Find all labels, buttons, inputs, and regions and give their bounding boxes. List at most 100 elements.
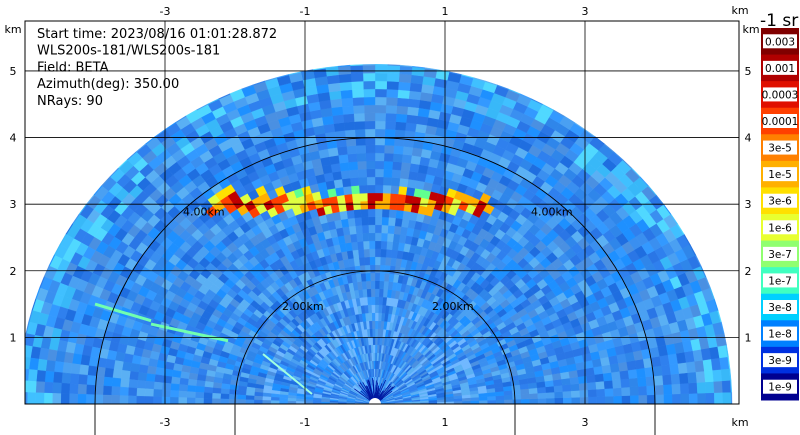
- heatmap-cell: [537, 398, 547, 404]
- heatmap-cell: [588, 396, 598, 404]
- beta-heatmap: [25, 64, 733, 404]
- heatmap-cell: [365, 144, 376, 154]
- colorbar-label-bg: [763, 326, 797, 341]
- heatmap-cell: [386, 72, 400, 82]
- heatmap-cell: [404, 194, 414, 205]
- heatmap-cell: [366, 176, 376, 186]
- heatmap-cell: [374, 208, 383, 218]
- heatmap-cell: [348, 161, 359, 171]
- heatmap-cell: [52, 382, 62, 394]
- heatmap-cell: [287, 400, 297, 404]
- heatmap-cell: [245, 395, 255, 401]
- heatmap-cell: [374, 128, 386, 138]
- heatmap-cell: [367, 200, 376, 210]
- heatmap-cell: [262, 400, 272, 404]
- heatmap-cell: [407, 98, 421, 109]
- heatmap-cell: [367, 192, 376, 202]
- heatmap-cell: [178, 397, 188, 404]
- heatmap-cell: [374, 304, 379, 314]
- heatmap-cell: [343, 193, 353, 204]
- heatmap-cell: [345, 201, 354, 211]
- heatmap-cell: [370, 280, 376, 289]
- heatmap-cell: [278, 397, 288, 402]
- heatmap-cell: [384, 120, 397, 130]
- colorbar: 0.003 0.001 0.0003 0.0001 3e-5 1e-5 3e-6 1e-6 3e…: [760, 11, 799, 401]
- heatmap-cell: [629, 386, 639, 396]
- heatmap-cell: [546, 397, 556, 404]
- heatmap-cell: [378, 280, 385, 290]
- heatmap-cell: [613, 395, 623, 404]
- heatmap-cell: [343, 121, 356, 131]
- range-ring-label: 2.00km: [282, 300, 324, 313]
- heatmap-cell: [627, 368, 638, 379]
- colorbar-label-bg: [763, 114, 797, 128]
- heatmap-cell: [380, 232, 388, 242]
- heatmap-cell: [400, 161, 411, 172]
- colorbar-label-bg: [763, 273, 797, 288]
- heatmap-cell: [537, 392, 547, 399]
- heatmap-cell: [405, 114, 418, 124]
- heatmap-cell: [103, 367, 114, 379]
- heatmap-cell: [364, 112, 376, 122]
- heatmap-cell: [577, 375, 588, 384]
- info-line: Start time: 2023/08/16 01:01:28.872: [37, 27, 277, 42]
- heatmap-cell: [333, 178, 344, 189]
- heatmap-cell: [374, 88, 387, 98]
- heatmap-cell: [353, 120, 366, 130]
- heatmap-cell: [386, 88, 399, 98]
- heatmap-cell: [26, 392, 36, 404]
- grid: [25, 21, 739, 404]
- heatmap-cell: [366, 168, 376, 178]
- heatmap-cell: [404, 122, 417, 132]
- heatmap-cell: [334, 130, 346, 140]
- heatmap-cell: [383, 160, 394, 170]
- heatmap-cell: [638, 385, 648, 396]
- heatmap-cell: [385, 248, 393, 258]
- heatmap-cell: [402, 210, 411, 220]
- heatmap-cell: [409, 82, 423, 93]
- colorbar-label: 3e-6: [768, 196, 792, 208]
- heatmap-cell: [342, 113, 355, 123]
- heatmap-cell: [349, 64, 364, 75]
- heatmap-cell: [398, 73, 412, 83]
- heatmap-cell: [362, 232, 370, 242]
- heatmap-cell: [374, 144, 385, 154]
- heatmap-cell: [374, 112, 386, 122]
- heatmap-cell: [353, 209, 362, 219]
- heatmap-cell: [204, 381, 214, 389]
- y-tick-label-left: 4: [10, 132, 17, 145]
- heatmap-cell: [362, 80, 376, 90]
- heatmap-cell: [362, 64, 376, 74]
- heatmap-cell: [170, 383, 180, 392]
- y-tick-label-right: 3: [745, 198, 752, 211]
- y-tick-label-left: 1: [10, 331, 17, 344]
- heatmap-cell: [25, 345, 33, 359]
- heatmap-cell: [359, 192, 368, 202]
- heatmap-cell: [393, 225, 402, 235]
- heatmap-cell: [397, 185, 408, 196]
- heatmap-cell: [161, 382, 172, 391]
- heatmap-cell: [362, 64, 376, 66]
- heatmap-cell: [338, 154, 349, 164]
- heatmap-cell: [102, 385, 112, 396]
- heatmap-cell: [382, 192, 391, 202]
- heatmap-cell: [145, 380, 155, 390]
- heatmap-cell: [162, 375, 173, 384]
- heatmap-cell: [529, 392, 539, 400]
- heatmap-cell: [359, 200, 369, 210]
- heatmap-cell: [154, 374, 164, 384]
- axis-ticks: -3 -3 -1 -1 1 1 3 3 1 1 2 2 3 3 4 4 5 5 km km km km: [4, 4, 759, 429]
- heatmap-cell: [144, 396, 154, 404]
- range-ring: [234, 270, 516, 435]
- heatmap-cell: [366, 184, 376, 194]
- heatmap-cell: [113, 360, 124, 371]
- heatmap-cell: [391, 161, 402, 171]
- heatmap-cell: [389, 193, 399, 203]
- heatmap-cell: [332, 114, 345, 124]
- heatmap-cell: [391, 241, 400, 251]
- heatmap-cell: [392, 153, 403, 163]
- heatmap-cell: [618, 361, 629, 372]
- heatmap-cell: [111, 377, 122, 388]
- heatmap-cell: [663, 393, 673, 404]
- heatmap-cell: [504, 399, 514, 404]
